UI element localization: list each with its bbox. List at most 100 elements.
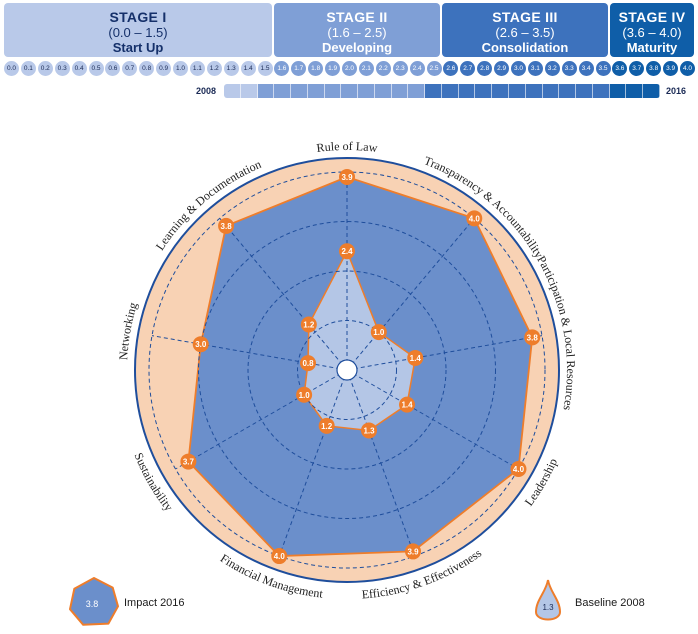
scale-tick: 2.5 (426, 61, 442, 76)
baseline-point-leadership-label: 1.4 (401, 401, 413, 410)
progress-segment (408, 84, 426, 98)
scale-tick: 3.1 (527, 61, 543, 76)
impact-point-sustainability-label: 3.7 (183, 458, 195, 467)
progress-segment (559, 84, 577, 98)
scale-tick: 3.9 (663, 61, 679, 76)
scale-tick: 0.6 (105, 61, 121, 76)
progress-segment (475, 84, 493, 98)
progress-start-label: 2008 (196, 86, 217, 96)
scale-tick: 1.6 (274, 61, 290, 76)
impact-point-financial-management (271, 548, 288, 565)
impact-point-rule-of-law-label: 3.9 (341, 173, 353, 182)
scale-tick: 3.6 (612, 61, 628, 76)
progress-segment (374, 84, 392, 98)
legend-baseline-sample: 1.3 (542, 603, 554, 612)
spoke-financial-management (278, 369, 348, 557)
progress-segment (509, 84, 526, 98)
progress-segment (257, 84, 275, 98)
stage-3-name: STAGE III (492, 9, 558, 25)
progress-segment (425, 84, 442, 98)
progress-segment (291, 84, 308, 98)
legend-baseline-swatch (534, 579, 562, 621)
baseline-point-sustainability (296, 386, 313, 403)
scale-tick: 3.8 (646, 61, 662, 76)
baseline-point-rule-of-law (339, 243, 355, 260)
legend-baseline-label: Baseline 2008 (575, 597, 645, 609)
scale-tick: 0.5 (88, 61, 104, 76)
scale-tick: 3.3 (561, 61, 577, 76)
spoke-learning-and-documentation (219, 218, 348, 371)
scale-tick: 3.4 (578, 61, 594, 76)
impact-point-participation-and-local-resources (524, 329, 541, 346)
baseline-point-efficiency-and-effectiveness (361, 422, 378, 439)
spoke-efficiency-and-effectiveness (346, 369, 416, 557)
scale-tick: 0.7 (122, 61, 138, 76)
baseline-point-learning-and-documentation (300, 316, 317, 333)
spoke-leadership (346, 369, 519, 470)
stage-1-label: Start Up (112, 40, 164, 55)
impact-point-participation-and-local-resources-label: 3.8 (527, 333, 539, 342)
axis-label-rule-of-law: Rule of Law (316, 139, 379, 155)
impact-point-learning-and-documentation (218, 217, 235, 234)
scale-tick: 0.4 (71, 61, 87, 76)
scale-tick: 0.1 (20, 61, 36, 76)
stage-1-name: STAGE I (109, 9, 167, 25)
scale-tick: 0.3 (54, 61, 70, 76)
progress-bar (224, 84, 660, 98)
baseline-point-participation-and-local-resources (407, 349, 424, 366)
baseline-point-participation-and-local-resources-label: 1.4 (410, 354, 422, 363)
scale-tick: 3.7 (629, 61, 645, 76)
scale-tick: 2.0 (342, 61, 357, 76)
grid-ring (198, 221, 496, 519)
scale-tick: 2.7 (460, 61, 476, 76)
impact-point-sustainability (180, 453, 197, 470)
stage-2-name: STAGE II (326, 9, 388, 25)
legend-impact-swatch (69, 577, 119, 626)
impact-point-leadership (510, 461, 527, 477)
progress-segment (224, 84, 241, 98)
progress-segment (324, 84, 342, 98)
baseline-point-transparency-and-accountability-label: 1.0 (373, 328, 385, 337)
scale-tick: 2.1 (358, 61, 374, 76)
spoke-participation-and-local-resources (346, 335, 543, 371)
progress-segment (643, 84, 660, 98)
scale-tick: 1.4 (240, 61, 256, 76)
scale-tick: 0.9 (156, 61, 172, 76)
scale-tick: 2.9 (494, 61, 510, 76)
outer-circle (134, 157, 560, 583)
legend-impact-sample: 3.8 (86, 599, 99, 609)
baseline-point-financial-management (318, 417, 335, 434)
impact-point-leadership-label: 4.0 (513, 465, 525, 474)
progress-segment (307, 84, 325, 98)
stage-3-label: Consolidation (481, 40, 569, 55)
scale-tick: 2.3 (392, 61, 408, 76)
scale-tick: 1.9 (325, 61, 341, 76)
impact-point-transparency-and-accountability (466, 210, 483, 227)
scale-tick: 3.2 (544, 61, 560, 76)
progress-segment (391, 84, 409, 98)
stage-2-range: (1.6 – 2.5) (327, 25, 387, 40)
baseline-point-transparency-and-accountability (370, 324, 387, 341)
baseline-point-networking-label: 0.8 (302, 359, 314, 368)
stage-3-box: STAGE III (2.6 – 3.5) Consolidation (442, 3, 608, 57)
progress-segment (341, 84, 359, 98)
score-scale: 0.0 0.1 0.2 0.3 0.4 0.5 0.6 0.7 0.8 0.9 1.0 1.1 1.2 1… (0, 60, 698, 78)
stage-4-name: STAGE IV (618, 9, 686, 25)
progress-segment (542, 84, 560, 98)
baseline-point-networking (300, 355, 317, 372)
scale-tick: 0.0 (4, 61, 19, 76)
progress-segment (592, 84, 610, 98)
progress-segment (576, 84, 593, 98)
spoke-sustainability (175, 369, 348, 470)
baseline-point-sustainability-label: 1.0 (299, 391, 311, 400)
spoke-transparency-and-accountability (346, 218, 475, 371)
impact-point-financial-management-label: 4.0 (274, 552, 286, 561)
scale-tick: 1.5 (257, 61, 273, 76)
baseline-point-learning-and-documentation-label: 1.2 (303, 320, 315, 329)
baseline-point-efficiency-and-effectiveness-label: 1.3 (363, 426, 375, 435)
progress-segment (274, 84, 292, 98)
stage-1-range: (0.0 – 1.5) (108, 25, 168, 40)
center-dot (336, 359, 358, 381)
stage-2-box: STAGE II (1.6 – 2.5) Developing (274, 3, 440, 57)
